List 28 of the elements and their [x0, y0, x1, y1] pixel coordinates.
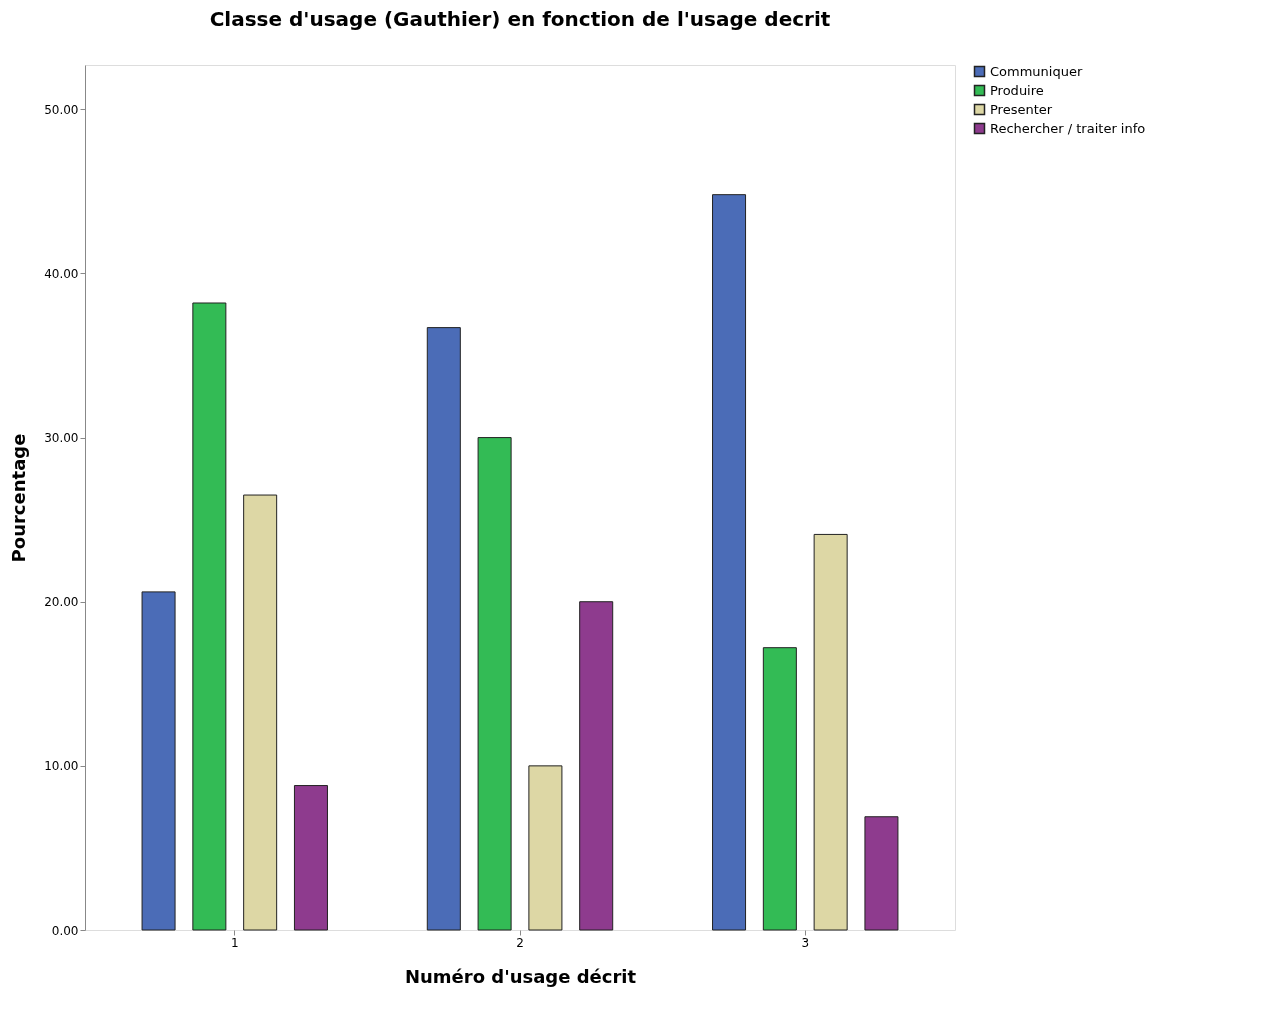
- legend-label: Rechercher / traiter info: [990, 120, 1146, 136]
- x-tick-label: 2: [516, 935, 524, 950]
- y-tick-label: 40.00: [44, 266, 79, 281]
- bar: [243, 494, 278, 931]
- bar: [712, 194, 747, 931]
- chart-title: Classe d'usage (Gauthier) en fonction de l'usage decrit: [209, 7, 831, 31]
- bar: [293, 785, 328, 931]
- y-tick-label: 0.00: [51, 923, 79, 938]
- bar: [528, 765, 563, 931]
- y-axis-title: Pourcentage: [8, 433, 30, 563]
- y-tick-label: 10.00: [44, 759, 79, 774]
- y-tick-label: 50.00: [44, 102, 79, 117]
- x-tick-label: 1: [230, 935, 239, 950]
- y-tick-label: 20.00: [44, 595, 79, 610]
- bar: [813, 533, 848, 931]
- legend-label: Produire: [990, 82, 1044, 98]
- bar: [864, 816, 899, 931]
- bar: [141, 591, 176, 931]
- bar: [426, 327, 461, 931]
- legend-label: Communiquer: [990, 63, 1083, 79]
- bar: [192, 302, 227, 931]
- y-tick-label: 30.00: [44, 431, 79, 446]
- x-tick-label: 3: [801, 935, 810, 950]
- x-axis-title: Numéro d'usage décrit: [404, 965, 637, 987]
- bar: [477, 437, 512, 931]
- bar: [762, 647, 797, 931]
- bar: [579, 601, 614, 931]
- legend-label: Presenter: [990, 101, 1053, 117]
